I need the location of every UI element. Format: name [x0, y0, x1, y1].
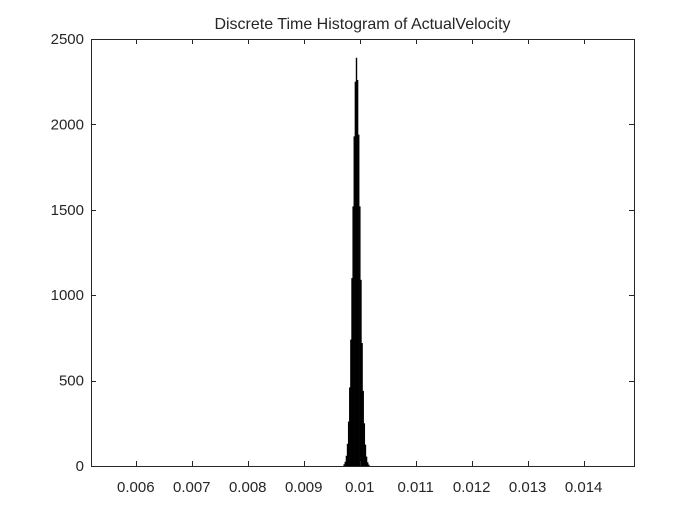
x-tick-label: 0.009 [285, 479, 323, 496]
histogram-bar [364, 444, 367, 466]
histogram-bar [362, 390, 364, 466]
x-tick-label: 0.007 [173, 479, 211, 496]
x-tick-label: 0.008 [229, 479, 267, 496]
axis-ticks [91, 39, 634, 467]
x-tick-label: 0.011 [397, 479, 433, 496]
histogram-bar [366, 462, 369, 466]
histogram-bar [351, 278, 353, 466]
y-tick-labels: 0 500 1000 1500 2000 2500 [51, 31, 84, 475]
histogram-bar [361, 343, 363, 466]
histogram-bar [360, 279, 362, 466]
x-tick-label: 0.014 [565, 479, 603, 496]
y-tick-label: 0 [76, 458, 84, 475]
x-tick-label: 0.013 [509, 479, 547, 496]
histogram-bar [346, 443, 349, 466]
y-tick-label: 2000 [51, 116, 84, 133]
histogram-bar [365, 456, 368, 466]
histogram-bar [344, 461, 347, 466]
histogram-bar [350, 339, 352, 466]
histogram-bar [349, 387, 351, 466]
histogram-bar [343, 464, 345, 466]
x-tick-label: 0.012 [453, 479, 491, 496]
y-tick-label: 2500 [51, 31, 84, 48]
histogram-bar [353, 136, 355, 466]
histogram-bars [343, 57, 370, 467]
histogram-bar [355, 57, 358, 467]
y-tick-label: 1000 [51, 287, 84, 304]
histogram-bar [359, 206, 361, 466]
histogram-bar [363, 423, 366, 466]
y-tick-label: 500 [59, 373, 84, 390]
chart-title: Discrete Time Histogram of ActualVelocit… [214, 16, 510, 33]
x-tick-labels: 0.006 0.007 0.008 0.009 0.01 0.011 0.012 0.013 0… [117, 479, 602, 496]
histogram-bar [352, 206, 354, 466]
histogram-bar [368, 464, 370, 466]
x-tick-label: 0.01 [345, 479, 374, 496]
axes-box [91, 39, 635, 467]
histogram-bar [358, 134, 360, 466]
histogram-bar [347, 421, 350, 466]
histogram-bar [356, 79, 359, 466]
histogram-bar [354, 81, 357, 466]
histogram-bar [345, 455, 348, 466]
x-tick-label: 0.006 [117, 479, 155, 496]
y-tick-label: 1500 [51, 202, 84, 219]
